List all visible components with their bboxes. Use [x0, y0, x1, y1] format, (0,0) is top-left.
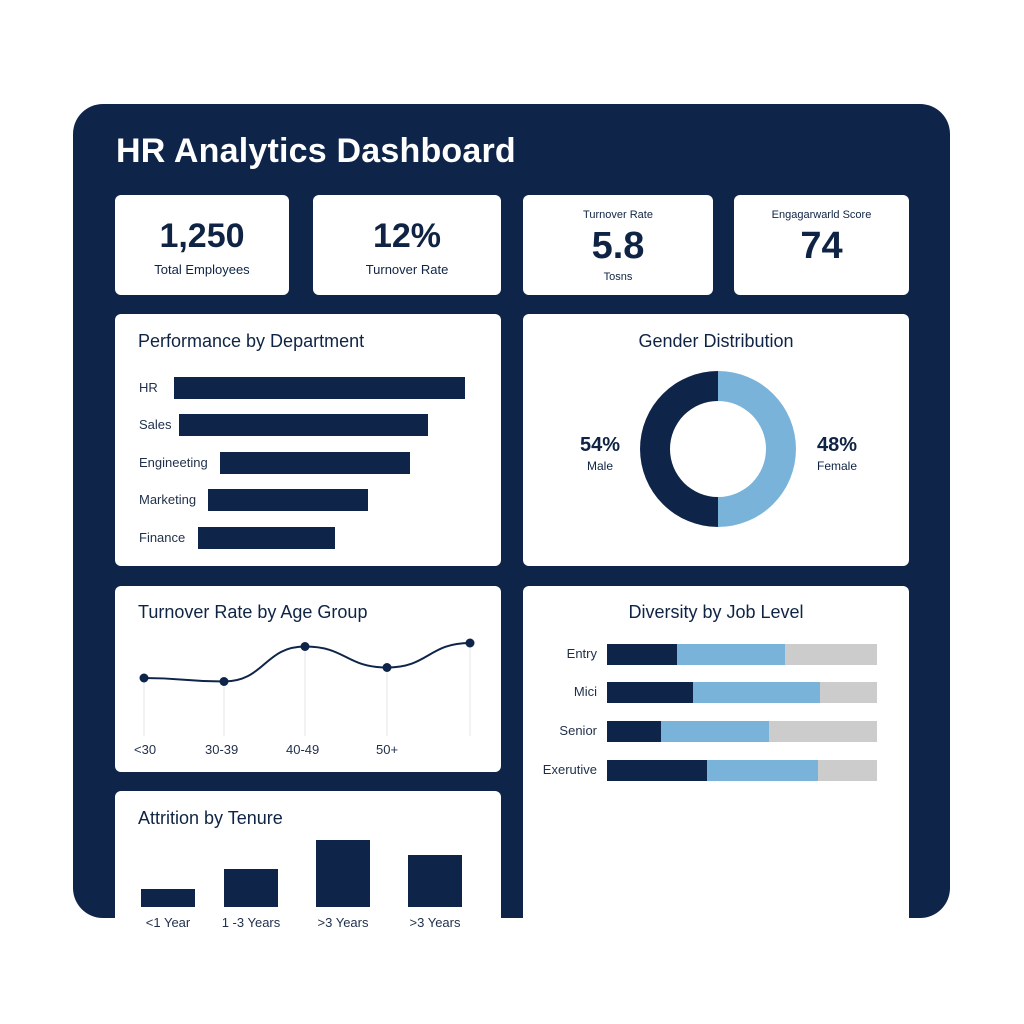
age-tick: 30-39 [205, 742, 239, 757]
panel-title: Turnover Rate by Age Group [138, 602, 368, 622]
kpi-sub-label: Tosns [603, 271, 633, 283]
page-title: HR Analytics Dashboard [116, 132, 516, 170]
kpi-label: Turnover Rate [365, 262, 449, 277]
panel-title: Gender Distribution [638, 331, 794, 351]
female-label: Female [817, 459, 858, 473]
diversity-segment [818, 760, 877, 781]
tenure-bar [408, 855, 462, 907]
tenure-label: <1 Year [145, 915, 191, 930]
diversity-segment [607, 721, 661, 742]
panel-title: Attrition by Tenure [138, 808, 283, 828]
attrition-by-tenure-panel: Attrition by Tenure <1 Year 1 -3 Years >3 … [115, 791, 501, 930]
diversity-segment [820, 682, 877, 703]
kpi-top-label: Engagarwarld Score [771, 209, 872, 221]
tenure-label: >3 Years [409, 915, 461, 930]
diversity-by-job-level-panel: Diversity by Job Level Entry Mici Senior Ex… [523, 586, 909, 918]
turnover-point [300, 642, 310, 651]
diversity-segment [677, 644, 785, 665]
department-bar [179, 414, 428, 436]
department-bar [220, 452, 410, 474]
kpi-card-turnover-rate: 12% Turnover Rate [313, 195, 501, 295]
turnover-point [465, 638, 475, 648]
age-tick: <30 [134, 742, 157, 757]
diversity-segment [607, 760, 707, 781]
turnover-by-age-panel: Turnover Rate by Age Group <30 30-39 40-… [115, 586, 501, 772]
department-label: Engineeting [139, 455, 208, 470]
female-pct: 48% [817, 434, 858, 456]
diversity-segment [607, 644, 677, 665]
kpi-card-turnover-rate-2: Turnover Rate 5.8 Tosns [523, 195, 713, 295]
tenure-bar [141, 889, 195, 907]
department-bar [198, 527, 335, 549]
performance-by-department-panel: Performance by Department HR Sales Enginee… [115, 314, 501, 566]
female-slice [718, 371, 796, 527]
male-pct: 54% [580, 434, 621, 456]
kpi-top-label: Turnover Rate [583, 209, 653, 221]
turnover-line-chart [139, 638, 475, 736]
tenure-bar [224, 869, 278, 907]
age-tick: 50+ [376, 742, 399, 757]
kpi-label: Total Employees [154, 262, 250, 277]
department-label: Sales [139, 417, 172, 432]
diversity-segment [769, 721, 877, 742]
job-level-label: Mici [573, 684, 597, 699]
job-level-label: Entry [566, 646, 597, 661]
job-level-label: Exerutive [542, 762, 597, 777]
kpi-card-total-employees: 1,250 Total Employees [115, 195, 289, 295]
department-label: Finance [139, 530, 186, 545]
department-label: HR [139, 380, 158, 395]
kpi-value: 74 [800, 225, 843, 267]
kpi-value: 12% [372, 217, 442, 255]
gender-distribution-panel: Gender Distribution 54% Male 48% Female [523, 314, 909, 566]
job-level-label: Senior [559, 723, 597, 738]
gender-donut [640, 371, 796, 527]
male-slice [640, 371, 718, 527]
department-label: Marketing [139, 492, 197, 507]
male-label: Male [587, 459, 614, 473]
kpi-card-engagement-score: Engagarwarld Score 74 [734, 195, 909, 295]
diversity-segment [607, 682, 693, 703]
department-bar [208, 489, 368, 511]
department-bar [174, 377, 465, 399]
tenure-label: >3 Years [317, 915, 369, 930]
kpi-value: 5.8 [591, 225, 645, 267]
diversity-segment [661, 721, 769, 742]
tenure-bar [316, 840, 370, 907]
kpi-value: 1,250 [159, 217, 245, 255]
panel-title: Diversity by Job Level [628, 602, 804, 622]
diversity-segment [693, 682, 820, 703]
tenure-label: 1 -3 Years [221, 915, 281, 930]
turnover-point [382, 663, 392, 672]
turnover-point [139, 673, 149, 683]
turnover-point [219, 677, 229, 686]
age-tick: 40-49 [286, 742, 320, 757]
diversity-segment [785, 644, 877, 665]
diversity-segment [707, 760, 818, 781]
panel-title: Performance by Department [138, 331, 365, 351]
